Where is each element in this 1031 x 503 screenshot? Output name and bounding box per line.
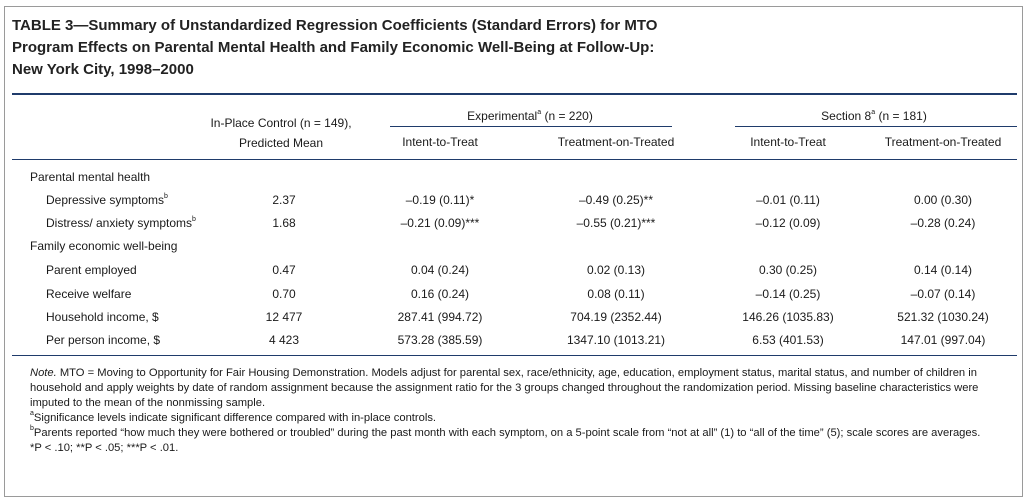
cell-exp-itt: 573.28 (385.59) (397, 333, 483, 347)
section-label-economic: Family economic well-being (30, 239, 178, 253)
cell-exp-tot: 0.08 (0.11) (587, 287, 645, 301)
title-line-2: Program Effects on Parental Mental Healt… (12, 39, 655, 56)
significance-legend: *P < .10; **P < .05; ***P < .01. (30, 442, 179, 454)
table-notes: Note. MTO = Moving to Opportunity for Fa… (30, 366, 1015, 456)
cell-s8-tot: 521.32 (1030.24) (897, 310, 989, 324)
cell-exp-itt: –0.19 (0.11)* (405, 193, 475, 207)
row-label-parent-employed: Parent employed (46, 263, 137, 277)
section8-group-rule (735, 126, 1017, 127)
cell-exp-itt: –0.21 (0.09)*** (400, 216, 480, 230)
cell-exp-tot: –0.55 (0.21)*** (576, 216, 656, 230)
cell-s8-itt: –0.01 (0.11) (756, 193, 820, 207)
cell-exp-tot: 704.19 (2352.44) (570, 310, 662, 324)
note-line-1: Note. MTO = Moving to Opportunity for Fa… (30, 367, 977, 379)
footnote-b: bParents reported “how much they were bo… (30, 425, 981, 439)
cell-control: 4 423 (268, 333, 300, 347)
cell-s8-tot: 0.14 (0.14) (913, 263, 973, 277)
cell-control: 12 477 (265, 310, 303, 324)
cell-exp-tot: 1347.10 (1013.21) (566, 333, 666, 347)
footnote-a: aSignificance levels indicate significan… (30, 410, 437, 424)
cell-s8-tot: –0.07 (0.14) (910, 287, 976, 301)
section-label-mental-health: Parental mental health (30, 170, 151, 184)
bottom-rule (12, 355, 1017, 356)
row-label-receive-welfare: Receive welfare (46, 287, 132, 301)
exp-itt-header: Intent-to-Treat (402, 135, 478, 149)
top-rule (12, 93, 1017, 95)
cell-exp-tot: –0.49 (0.25)** (578, 193, 654, 207)
cell-s8-tot: 147.01 (997.04) (900, 333, 986, 347)
cell-exp-itt: 0.16 (0.24) (410, 287, 470, 301)
cell-s8-tot: 0.00 (0.30) (913, 193, 973, 207)
cell-s8-itt: 0.30 (0.25) (758, 263, 818, 277)
section8-group-header: Section 8a (n = 181) (821, 109, 927, 123)
note-line-3: imputed to the mean of the nonmissing sa… (30, 397, 266, 409)
cell-s8-tot: –0.28 (0.24) (910, 216, 976, 230)
cell-exp-tot: 0.02 (0.13) (586, 263, 646, 277)
row-label-household-income: Household income, $ (46, 310, 159, 324)
cell-s8-itt: 6.53 (401.53) (752, 333, 824, 347)
table-title: TABLE 3—Summary of Unstandardized Regres… (12, 15, 912, 81)
cell-control: 0.47 (272, 263, 296, 277)
cell-s8-itt: –0.12 (0.09) (755, 216, 821, 230)
s8-itt-header: Intent-to-Treat (750, 135, 826, 149)
experimental-group-header: Experimentala (n = 220) (467, 109, 593, 123)
row-label-per-person-income: Per person income, $ (46, 333, 161, 347)
control-header-line-1: In-Place Control (n = 149), (210, 116, 352, 130)
cell-control: 0.70 (272, 287, 296, 301)
cell-exp-itt: 0.04 (0.24) (410, 263, 470, 277)
exp-tot-header: Treatment-on-Treated (557, 135, 675, 149)
title-line-3: New York City, 1998–2000 (12, 61, 194, 78)
cell-control: 1.68 (272, 216, 296, 230)
row-label-distress: Distress/ anxiety symptomsb (46, 216, 196, 230)
title-line-1: TABLE 3—Summary of Unstandardized Regres… (12, 17, 658, 34)
table-frame (4, 6, 1023, 497)
s8-tot-header: Treatment-on-Treated (884, 135, 1002, 149)
control-header-line-2: Predicted Mean (238, 136, 324, 150)
header-rule (12, 159, 1017, 160)
cell-s8-itt: –0.14 (0.25) (755, 287, 821, 301)
cell-exp-itt: 287.41 (994.72) (397, 310, 483, 324)
cell-s8-itt: 146.26 (1035.83) (742, 310, 834, 324)
cell-control: 2.37 (272, 193, 296, 207)
row-label-depressive: Depressive symptomsb (46, 193, 168, 207)
note-line-2: household and apply weights by date of r… (30, 382, 979, 394)
experimental-group-rule (390, 126, 672, 127)
